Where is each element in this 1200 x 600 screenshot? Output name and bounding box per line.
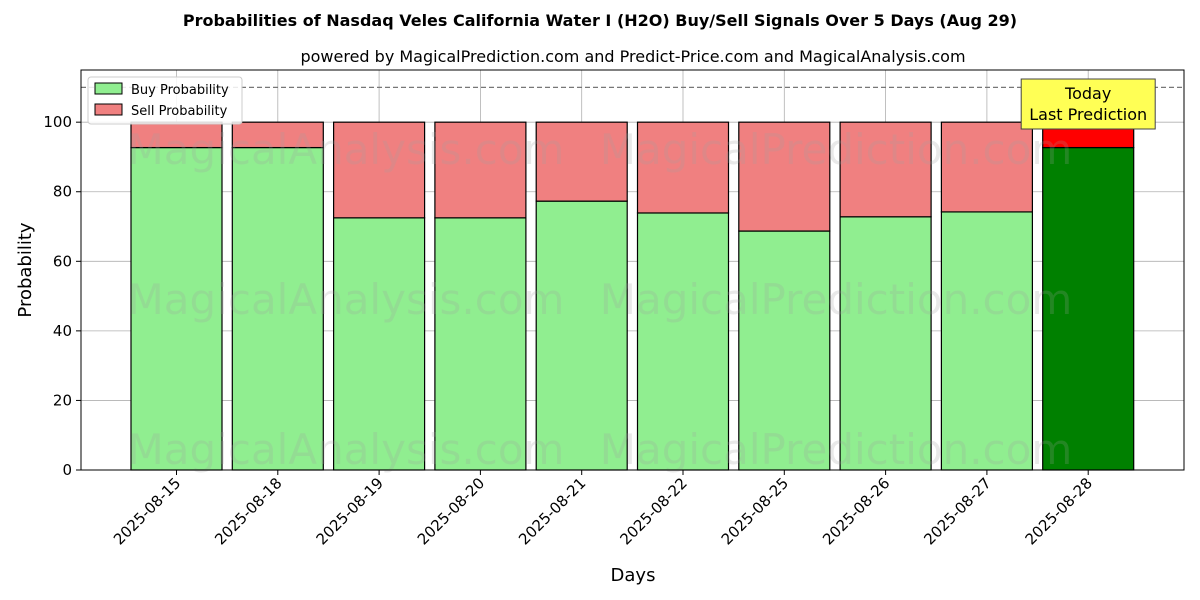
y-tick-label: 100 — [43, 113, 72, 131]
today-annotation-line1: Today — [1064, 84, 1111, 103]
watermark-text: MagicalAnalysis.com — [128, 425, 565, 474]
sell-bar — [333, 121, 426, 219]
x-tick-label: 2025-08-27 — [920, 474, 994, 548]
x-tick-label: 2025-08-15 — [110, 474, 184, 548]
today-annotation: Today Last Prediction — [1020, 78, 1156, 130]
sell-bar — [839, 121, 932, 218]
watermark-text: MagicalAnalysis.com — [128, 125, 565, 174]
buy-bar — [839, 216, 932, 471]
y-tick-label: 80 — [53, 183, 72, 201]
x-tick-label: 2025-08-19 — [313, 474, 387, 548]
watermark-text: MagicalPrediction.com — [600, 125, 1073, 174]
buy-bar — [434, 217, 527, 471]
x-tick-label: 2025-08-26 — [819, 474, 893, 548]
legend-label-sell: Sell Probability — [131, 104, 228, 119]
buy-bar — [1042, 146, 1135, 471]
x-tick-label: 2025-08-18 — [211, 474, 285, 548]
y-tick-label: 40 — [53, 322, 72, 340]
x-tick-label: 2025-08-28 — [1022, 474, 1096, 548]
buy-bar — [130, 146, 223, 471]
legend-swatch-sell — [94, 103, 123, 116]
y-tick-label: 0 — [62, 461, 72, 479]
y-axis-label: Probability — [15, 222, 36, 317]
sell-bar — [940, 121, 1034, 213]
y-tick-label: 20 — [53, 391, 72, 409]
sell-bar — [434, 121, 527, 219]
x-tick-label: 2025-08-21 — [515, 474, 589, 548]
today-annotation-box — [1020, 78, 1156, 130]
x-axis-label: Days — [611, 565, 656, 586]
buy-bar — [940, 211, 1034, 471]
watermark-text: MagicalPrediction.com — [600, 275, 1073, 324]
watermark-text: MagicalAnalysis.com — [128, 275, 565, 324]
sell-bar — [738, 121, 831, 232]
y-tick-label: 60 — [53, 252, 72, 270]
buy-bar — [636, 212, 730, 471]
x-tick-label: 2025-08-25 — [718, 474, 792, 548]
today-annotation-line2: Last Prediction — [1029, 105, 1147, 124]
legend-swatch-buy — [94, 82, 123, 95]
legend: Buy Probability Sell Probability — [87, 76, 243, 125]
sell-bar — [636, 121, 730, 214]
sell-bar — [231, 121, 324, 149]
buy-bar — [738, 230, 831, 471]
legend-box — [87, 76, 243, 125]
watermark-text: MagicalPrediction.com — [600, 425, 1073, 474]
legend-label-buy: Buy Probability — [131, 83, 229, 98]
plot-frame — [80, 69, 1185, 471]
chart-title: Probabilities of Nasdaq Veles California… — [183, 11, 1017, 30]
sell-bar — [535, 121, 628, 202]
x-tick-label: 2025-08-22 — [616, 474, 690, 548]
watermarks: MagicalAnalysis.com MagicalPrediction.com… — [128, 125, 1073, 474]
bars — [130, 121, 1135, 471]
chart-subtitle: powered by MagicalPrediction.com and Pre… — [300, 47, 965, 66]
buy-bar — [333, 217, 426, 471]
x-tick-label: 2025-08-20 — [414, 474, 488, 548]
buy-bar — [535, 200, 628, 471]
